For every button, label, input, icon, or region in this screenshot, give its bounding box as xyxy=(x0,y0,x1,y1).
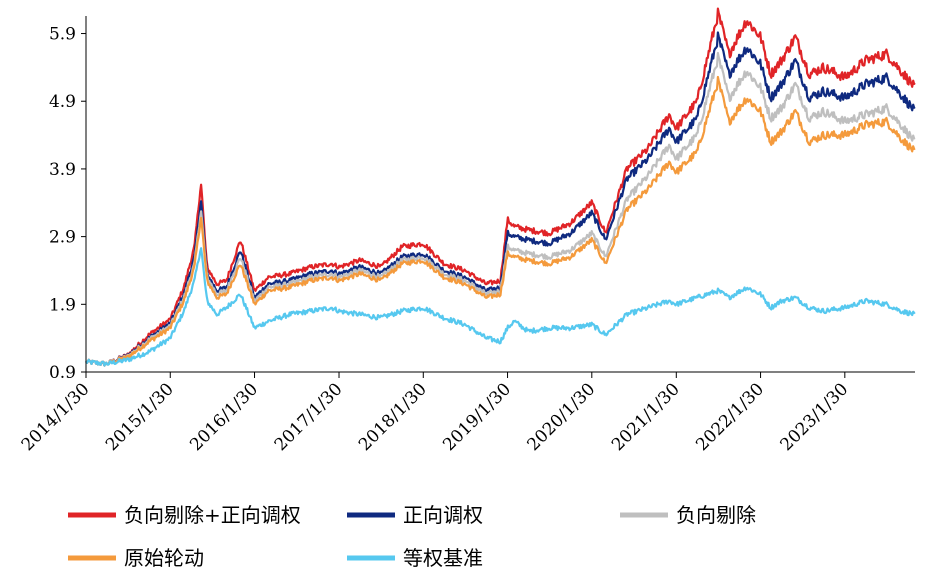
series-line xyxy=(85,51,916,367)
series-lines xyxy=(85,7,916,367)
legend-label: 负向剔除 xyxy=(676,503,756,527)
series-line xyxy=(85,7,916,367)
x-tick-label: 2015/1/30 xyxy=(102,379,178,455)
legend-label: 正向调权 xyxy=(403,503,483,527)
series-line xyxy=(85,75,916,367)
legend-label: 原始轮动 xyxy=(124,546,204,570)
x-tick-label: 2014/1/30 xyxy=(18,379,94,455)
series-line xyxy=(85,31,916,367)
y-tick-label: 0.9 xyxy=(49,363,76,383)
x-tick-label: 2018/1/30 xyxy=(355,379,431,455)
x-tick-label: 2019/1/30 xyxy=(439,379,515,455)
y-tick-label: 2.9 xyxy=(49,228,76,248)
y-tick-label: 4.9 xyxy=(49,92,76,112)
legend-label: 等权基准 xyxy=(403,546,483,570)
legend-label: 负向剔除+正向调权 xyxy=(124,503,301,527)
x-tick-label: 2023/1/30 xyxy=(777,379,853,455)
y-tick-label: 5.9 xyxy=(49,25,76,45)
series-line xyxy=(85,247,916,367)
x-tick-label: 2020/1/30 xyxy=(524,379,600,455)
x-tick-label: 2016/1/30 xyxy=(186,379,262,455)
x-tick-label: 2021/1/30 xyxy=(608,379,684,455)
y-tick-label: 3.9 xyxy=(49,160,76,180)
x-tick-label: 2022/1/30 xyxy=(692,379,768,455)
x-tick-label: 2017/1/30 xyxy=(271,379,347,455)
y-tick-label: 1.9 xyxy=(49,295,76,315)
